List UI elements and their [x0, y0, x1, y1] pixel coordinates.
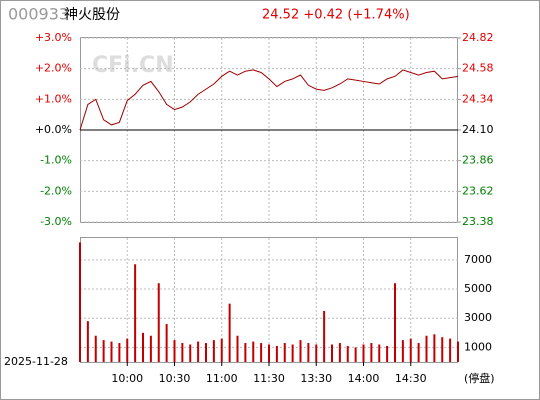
- stock-name: 神火股份: [64, 7, 120, 23]
- y-tick-label: +2.0%: [35, 62, 72, 75]
- volume-bar: [244, 343, 247, 362]
- y-tick-label: 5000: [464, 282, 492, 295]
- volume-bar: [409, 338, 412, 362]
- x-tick-label: 14:30: [395, 372, 427, 385]
- y-tick-label: -2.0%: [40, 184, 72, 197]
- volume-bar: [134, 264, 137, 362]
- volume-bar: [252, 341, 255, 362]
- stock-code: 000933: [8, 5, 69, 24]
- volume-bar: [173, 340, 176, 362]
- volume-bar: [268, 344, 270, 362]
- volume-bar: [441, 337, 444, 362]
- volume-bar: [425, 335, 428, 362]
- y-tick-label: +0.0%: [35, 123, 72, 136]
- volume-bar: [236, 335, 239, 362]
- volume-bar: [457, 341, 459, 362]
- volume-bar: [110, 341, 113, 362]
- volume-bar: [394, 283, 396, 362]
- y2-tick-label: 24.58: [462, 62, 494, 75]
- volume-bar: [370, 343, 373, 362]
- volume-bar: [291, 344, 294, 362]
- volume-bar: [260, 343, 263, 362]
- y-tick-label: -1.0%: [40, 154, 72, 167]
- volume-bar: [220, 338, 223, 362]
- volume-bar: [165, 324, 168, 362]
- x-tick-label: 10:00: [111, 372, 143, 385]
- volume-bar: [126, 338, 129, 362]
- y-tick-label: 1000: [464, 340, 492, 353]
- volume-bar: [102, 340, 105, 362]
- y-tick-label: -3.0%: [40, 215, 72, 228]
- volume-bar: [401, 340, 404, 362]
- volume-bar: [197, 341, 200, 362]
- volume-bar: [157, 283, 160, 362]
- volume-bar: [283, 343, 286, 362]
- volume-bar: [275, 345, 278, 362]
- volume-unit: (停盘): [464, 371, 495, 385]
- volume-bar: [299, 340, 302, 362]
- volume-bar: [433, 334, 436, 362]
- volume-bar: [323, 310, 326, 362]
- volume-bar: [189, 344, 192, 362]
- volume-bar: [142, 332, 144, 362]
- volume-bar: [386, 345, 389, 362]
- volume-bar: [417, 343, 420, 362]
- x-tick-label: 11:30: [253, 372, 285, 385]
- y-tick-label: 3000: [464, 311, 492, 324]
- quote: 24.52 +0.42 (+1.74%): [262, 8, 410, 23]
- volume-bar: [228, 303, 231, 362]
- y2-tick-label: 24.10: [462, 123, 494, 136]
- y2-tick-label: 24.34: [462, 92, 494, 105]
- volume-bar: [118, 343, 121, 362]
- volume-bar: [346, 345, 349, 362]
- y-tick-label: +1.0%: [35, 92, 72, 105]
- x-tick-label: 13:30: [300, 372, 332, 385]
- volume-bar: [449, 338, 452, 362]
- volume-bar: [307, 343, 310, 362]
- volume-bar: [378, 344, 381, 362]
- volume-bar: [354, 347, 357, 362]
- x-tick-label: 11:00: [206, 372, 238, 385]
- x-tick-label: 10:30: [159, 372, 191, 385]
- price-line: [79, 69, 459, 131]
- volume-bar: [79, 242, 81, 362]
- volume-bar: [86, 321, 89, 362]
- x-tick-label: 14:00: [348, 372, 380, 385]
- volume-bar: [315, 344, 318, 362]
- y2-tick-label: 23.62: [462, 184, 494, 197]
- y2-tick-label: 23.86: [462, 154, 494, 167]
- volume-bar: [331, 344, 333, 362]
- volume-bar: [362, 344, 365, 362]
- y-tick-label: +3.0%: [35, 31, 72, 44]
- volume-bar: [94, 335, 97, 362]
- y-tick-label: 7000: [464, 253, 492, 266]
- watermark: CFi.CN: [92, 53, 174, 78]
- volume-bar: [212, 340, 215, 362]
- y2-tick-label: 23.38: [462, 215, 494, 228]
- volume-bar: [205, 343, 207, 362]
- y2-tick-label: 24.82: [462, 31, 494, 44]
- date-label: 2025-11-28: [4, 355, 68, 368]
- volume-bar: [338, 343, 341, 362]
- volume-bar: [149, 335, 152, 362]
- volume-bar: [181, 343, 184, 362]
